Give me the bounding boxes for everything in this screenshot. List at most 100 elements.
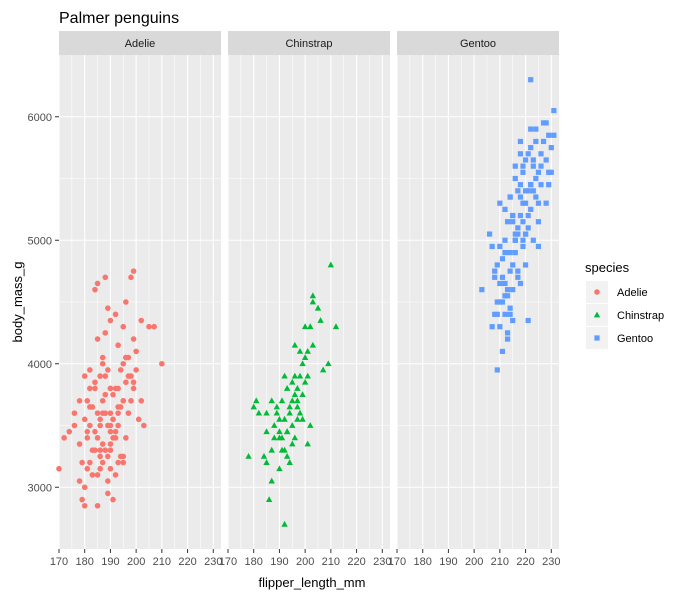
data-point [97,416,103,423]
data-point [81,502,88,509]
data-point [263,459,270,465]
data-point [517,138,524,145]
data-point [530,157,536,163]
data-point [517,151,524,157]
data-point [530,163,536,169]
data-point [84,465,91,472]
data-point [486,231,493,237]
data-point [112,428,119,435]
data-point [281,520,288,527]
data-point [94,280,101,287]
data-point [517,194,524,200]
data-point [112,311,119,318]
data-point [548,169,554,175]
data-point [510,287,516,293]
series-gentoo [479,77,557,373]
facet-strip [228,31,390,55]
legend-item-adelie: Adelie [586,281,648,303]
data-point [294,415,301,422]
data-point [97,373,103,379]
data-point [510,219,516,225]
data-point [89,472,96,478]
data-point [123,435,129,441]
data-point [268,446,275,453]
data-point [504,287,511,293]
data-point [535,200,542,206]
y-tick-label: 3000 [28,482,52,494]
data-point [105,490,111,497]
data-point [283,385,291,391]
data-point [332,323,340,330]
data-point [151,323,157,330]
data-point [107,317,114,324]
data-point [123,354,129,361]
x-tick-label: 220 [516,556,534,568]
data-point [504,293,511,299]
data-point [499,274,506,280]
data-point [273,409,281,416]
data-point [502,250,508,256]
legend-title: species [585,260,630,275]
data-point [291,372,299,379]
data-point [294,397,301,404]
data-point [268,397,275,404]
data-point [79,496,85,503]
data-point [548,145,554,151]
data-point [115,404,121,410]
data-point [528,182,534,188]
data-point [289,440,296,447]
data-point [102,447,109,454]
data-point [520,219,526,225]
data-point [309,292,317,299]
legend-symbol [594,335,600,341]
legend-item-chinstrap: Chinstrap [586,304,664,326]
x-tick-label: 180 [414,556,432,568]
data-point [115,422,121,429]
data-point [512,250,518,256]
data-point [112,435,119,441]
data-point [263,428,270,435]
data-point [497,280,503,287]
data-point [61,435,67,441]
data-point [489,324,495,330]
data-point [130,385,137,392]
data-point [492,274,498,280]
data-point [255,409,263,416]
facet-strip [59,31,221,55]
data-point [317,317,324,323]
data-point [515,268,521,274]
data-point [159,360,165,367]
data-point [494,262,500,268]
data-point [530,237,536,243]
data-point [502,311,508,317]
data-point [265,496,273,502]
data-point [535,219,542,225]
legend-item-gentoo: Gentoo [586,327,653,349]
data-point [307,422,314,428]
data-point [138,398,145,404]
data-point [276,465,283,472]
data-point [141,422,147,429]
data-point [92,428,98,435]
data-point [296,348,304,354]
data-point [84,398,91,404]
facet-strip-label: Gentoo [460,38,496,50]
data-point [294,403,301,410]
data-point [538,163,544,169]
data-point [286,459,293,465]
data-point [325,360,332,367]
data-point [112,472,119,478]
x-tick-label: 210 [322,556,340,568]
data-point [314,304,322,311]
data-point [84,428,91,435]
data-point [97,453,103,460]
x-tick-label: 200 [465,556,483,568]
data-point [120,360,127,367]
data-point [479,287,485,293]
data-point [522,188,529,194]
data-point [283,428,291,435]
data-point [543,200,549,206]
data-point [286,403,293,410]
data-point [102,274,109,281]
data-point [97,422,103,429]
